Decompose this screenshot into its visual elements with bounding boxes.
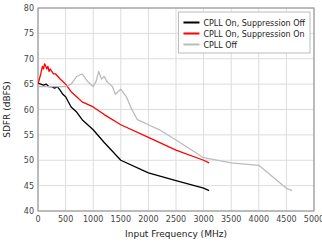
legend-swatch <box>183 33 199 35</box>
legend-label: CPLL Off <box>203 41 237 50</box>
x-tick-label: 1500 <box>111 215 131 224</box>
x-axis-label: Input Frequency (MHz) <box>125 229 227 239</box>
x-tick-label: 2500 <box>166 215 186 224</box>
y-tick-label: 70 <box>24 55 34 64</box>
legend-box <box>178 12 310 53</box>
legend-label: CPLL On, Suppression On <box>203 30 304 39</box>
legend-swatch <box>183 44 199 46</box>
x-tick-label: 3500 <box>221 215 241 224</box>
legend: CPLL On, Suppression Off CPLL On, Suppres… <box>178 12 310 53</box>
grid <box>38 8 314 211</box>
y-tick-label: 50 <box>24 156 34 165</box>
chart: 0 500 1000 1500 2000 2500 3000 3500 4000 4500 5000… <box>0 0 322 243</box>
y-tick-label: 45 <box>24 182 34 191</box>
y-tick-label: 75 <box>24 29 34 38</box>
plot-frame <box>38 8 314 211</box>
legend-swatch <box>183 22 199 24</box>
y-grid-line <box>38 160 314 161</box>
x-tick-label: 5000 <box>304 215 322 224</box>
y-grid-line <box>38 109 314 110</box>
y-tick-label: 65 <box>24 80 34 89</box>
axes: 0 500 1000 1500 2000 2500 3000 3500 4000 4500 5000… <box>2 4 322 239</box>
y-grid-line <box>38 185 314 186</box>
x-tick-label: 2000 <box>138 215 158 224</box>
legend-label: CPLL On, Suppression Off <box>203 19 305 28</box>
y-tick-label: 55 <box>24 131 34 140</box>
y-grid-line <box>38 84 314 85</box>
y-grid-line <box>38 134 314 135</box>
y-axis-label: SDFR (dBFS) <box>2 81 12 138</box>
x-tick-label: 4000 <box>249 215 269 224</box>
x-tick-label: 500 <box>58 215 73 224</box>
background <box>0 0 322 243</box>
y-grid-line <box>38 58 314 59</box>
y-tick-label: 40 <box>24 207 34 216</box>
x-tick-label: 1000 <box>83 215 103 224</box>
y-tick-label: 80 <box>24 4 34 13</box>
series-line <box>38 64 209 163</box>
series-line <box>38 71 292 190</box>
x-tick-label: 4500 <box>276 215 296 224</box>
y-tick-label: 60 <box>24 106 34 115</box>
x-tick-label: 3000 <box>193 215 213 224</box>
series-line <box>38 83 209 191</box>
x-tick-label: 0 <box>35 215 40 224</box>
lines <box>38 64 292 191</box>
